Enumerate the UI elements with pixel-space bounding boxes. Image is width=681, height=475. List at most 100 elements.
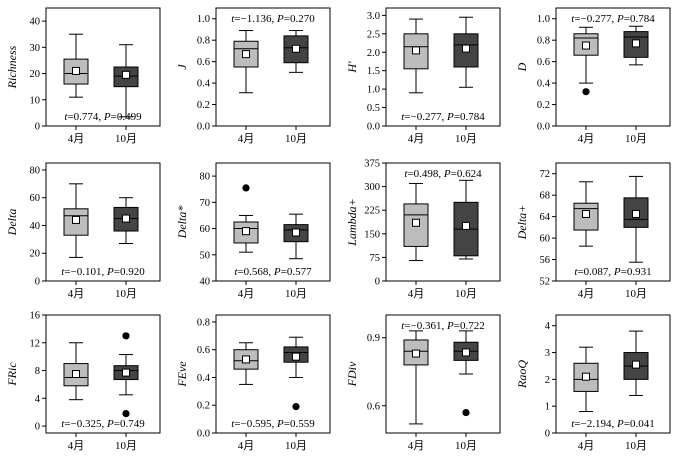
y-tick-label: 0.8 <box>197 317 210 328</box>
stat-p-value: =0.749 <box>114 418 145 430</box>
y-tick-label: 1.0 <box>197 14 210 25</box>
x-category-label: 4月 <box>238 440 255 452</box>
x-category-label: 4月 <box>408 440 425 452</box>
x-category-label: 4月 <box>68 440 85 452</box>
y-tick-label: 0.0 <box>367 122 380 133</box>
box-iqr <box>573 202 599 231</box>
chart-panel: 0.0 0.5 1.0 1.5 2.0 2.5 3.0 4月 10月 H' t=−0.277, P=… <box>345 7 501 145</box>
y-tick-label: 10 <box>30 95 41 106</box>
outlier-point <box>292 403 300 411</box>
chart-panel: 0 20 40 60 80 4月 10月 Delta t=−0.101, P=0.920 <box>5 162 161 300</box>
stat-p-symbol: P <box>616 13 624 25</box>
x-category-label: 4月 <box>238 133 255 145</box>
y-tick-label: 72 <box>540 169 551 180</box>
x-category-label: 4月 <box>578 288 595 300</box>
x-category-label: 4月 <box>238 288 255 300</box>
y-tick-label: 0.6 <box>367 401 380 412</box>
y-tick-label: 52 <box>540 277 551 288</box>
y-tick-label: 16 <box>30 311 41 322</box>
stat-t-value: =−0.361, <box>404 320 447 332</box>
plot-frame <box>385 7 501 127</box>
mean-marker <box>412 349 420 358</box>
y-axis-label: FRic <box>5 362 19 387</box>
chart-panel: 0 10 20 30 40 4月 10月 Richness t=0.774, P=0.499 <box>5 7 161 145</box>
y-tick-label: 300 <box>364 182 380 193</box>
y-tick-label: 68 <box>540 191 551 202</box>
stat-p-symbol: P <box>446 320 454 332</box>
plot-frame <box>45 314 161 434</box>
y-tick-label: 40 <box>200 277 211 288</box>
x-category-label: 10月 <box>115 440 137 452</box>
stat-annotation: t=0.087, P=0.931 <box>574 266 651 278</box>
box-iqr <box>233 40 259 68</box>
stat-p-value: =0.931 <box>621 266 652 278</box>
y-tick-label: 0 <box>35 277 40 288</box>
y-tick-label: 0.2 <box>537 100 550 111</box>
y-axis-label: D <box>515 62 529 72</box>
y-tick-label: 0.2 <box>197 401 210 412</box>
y-tick-label: 1.5 <box>367 66 380 77</box>
x-category-label: 10月 <box>115 133 137 145</box>
plot-frame <box>385 314 501 434</box>
stat-p-value: =0.499 <box>111 111 142 123</box>
stat-p-symbol: P <box>443 168 451 180</box>
y-tick-label: 0.4 <box>197 373 211 384</box>
x-category-label: 4月 <box>578 133 595 145</box>
x-category-label: 4月 <box>408 133 425 145</box>
x-category-label: 10月 <box>625 288 647 300</box>
chart-panel: 0 4 8 12 16 4月 10月 FRic t=−0.325, P=0.749 <box>5 311 161 452</box>
y-tick-label: 0.0 <box>197 122 210 133</box>
stat-t-symbol: t <box>234 266 238 278</box>
mean-marker <box>122 70 130 79</box>
chart-panel: 40 50 60 70 80 4月 10月 Delta* t=0.568, P=0.577 <box>175 162 331 300</box>
stat-annotation: t=−2.194, P=0.041 <box>571 418 654 430</box>
mean-marker <box>242 50 250 59</box>
mean-marker <box>242 355 250 364</box>
y-tick-label: 0.0 <box>537 122 550 133</box>
plot-frame <box>385 162 501 282</box>
mean-marker <box>72 215 80 224</box>
stat-annotation: t=−0.277, P=0.784 <box>571 13 655 25</box>
mean-marker <box>582 372 590 381</box>
y-tick-label: 20 <box>30 69 41 80</box>
y-tick-label: 0.8 <box>197 36 210 47</box>
stat-p-symbol: P <box>273 266 281 278</box>
y-tick-label: 80 <box>200 172 211 183</box>
mean-marker <box>292 44 300 53</box>
y-tick-label: 70 <box>200 198 211 209</box>
y-axis-label: Delta <box>5 209 19 237</box>
x-category-label: 10月 <box>285 133 307 145</box>
stat-t-value: =0.774, <box>67 111 103 123</box>
stat-t-value: =−1.136, <box>234 13 277 25</box>
y-tick-label: 0.5 <box>367 103 380 114</box>
stat-t-symbol: t <box>401 320 405 332</box>
outlier-point <box>122 409 130 418</box>
mean-marker <box>122 368 130 377</box>
stat-p-symbol: P <box>446 111 454 123</box>
stat-p-value: =0.041 <box>624 418 655 430</box>
stat-annotation: t=0.774, P=0.499 <box>64 111 142 123</box>
mean-marker <box>632 209 640 218</box>
stat-p-value: =0.784 <box>454 111 485 123</box>
stat-annotation: t=−0.101, P=0.920 <box>61 266 145 278</box>
y-tick-label: 40 <box>30 17 41 28</box>
mean-marker <box>412 218 420 227</box>
stat-p-symbol: P <box>106 266 114 278</box>
y-tick-label: 225 <box>364 206 380 217</box>
y-tick-label: 0.4 <box>537 79 551 90</box>
y-tick-label: 4 <box>35 394 41 405</box>
stat-t-symbol: t <box>61 418 65 430</box>
y-tick-label: 2.5 <box>367 29 380 40</box>
mean-marker <box>632 360 640 369</box>
stat-p-symbol: P <box>276 13 284 25</box>
stat-p-value: =0.270 <box>284 13 315 25</box>
mean-marker <box>582 41 590 50</box>
y-tick-label: 2 <box>545 375 550 386</box>
y-tick-label: 3.0 <box>367 11 380 22</box>
stat-t-value: =−0.101, <box>64 266 107 278</box>
mean-marker <box>462 348 470 357</box>
stat-t-value: =−0.325, <box>64 418 107 430</box>
y-tick-label: 1 <box>545 402 550 413</box>
y-tick-label: 75 <box>370 253 381 264</box>
